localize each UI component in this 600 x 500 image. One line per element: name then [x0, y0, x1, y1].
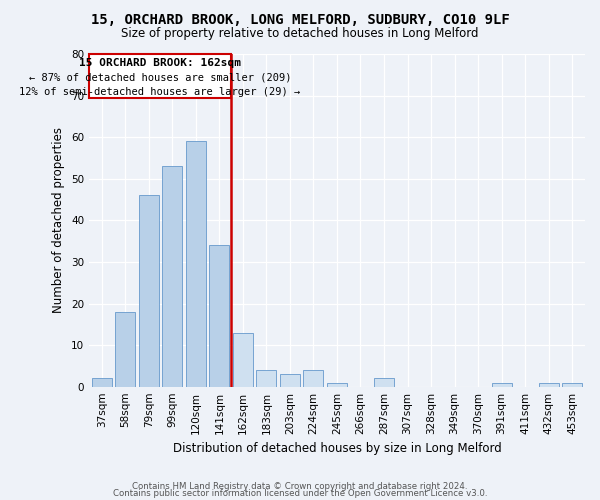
- Bar: [209, 246, 229, 386]
- Bar: [280, 374, 300, 386]
- Bar: [327, 382, 347, 386]
- Bar: [539, 382, 559, 386]
- Bar: [139, 196, 159, 386]
- Text: ← 87% of detached houses are smaller (209): ← 87% of detached houses are smaller (20…: [29, 72, 292, 83]
- Text: 15 ORCHARD BROOK: 162sqm: 15 ORCHARD BROOK: 162sqm: [79, 58, 241, 68]
- Bar: [233, 332, 253, 386]
- FancyBboxPatch shape: [89, 54, 231, 98]
- Bar: [491, 382, 512, 386]
- Bar: [92, 378, 112, 386]
- Bar: [163, 166, 182, 386]
- X-axis label: Distribution of detached houses by size in Long Melford: Distribution of detached houses by size …: [173, 442, 502, 455]
- Text: 12% of semi-detached houses are larger (29) →: 12% of semi-detached houses are larger (…: [19, 88, 301, 98]
- Bar: [186, 142, 206, 386]
- Text: Size of property relative to detached houses in Long Melford: Size of property relative to detached ho…: [121, 28, 479, 40]
- Bar: [374, 378, 394, 386]
- Bar: [115, 312, 136, 386]
- Bar: [256, 370, 277, 386]
- Bar: [562, 382, 582, 386]
- Text: Contains HM Land Registry data © Crown copyright and database right 2024.: Contains HM Land Registry data © Crown c…: [132, 482, 468, 491]
- Text: Contains public sector information licensed under the Open Government Licence v3: Contains public sector information licen…: [113, 490, 487, 498]
- Bar: [304, 370, 323, 386]
- Text: 15, ORCHARD BROOK, LONG MELFORD, SUDBURY, CO10 9LF: 15, ORCHARD BROOK, LONG MELFORD, SUDBURY…: [91, 12, 509, 26]
- Y-axis label: Number of detached properties: Number of detached properties: [52, 128, 65, 314]
